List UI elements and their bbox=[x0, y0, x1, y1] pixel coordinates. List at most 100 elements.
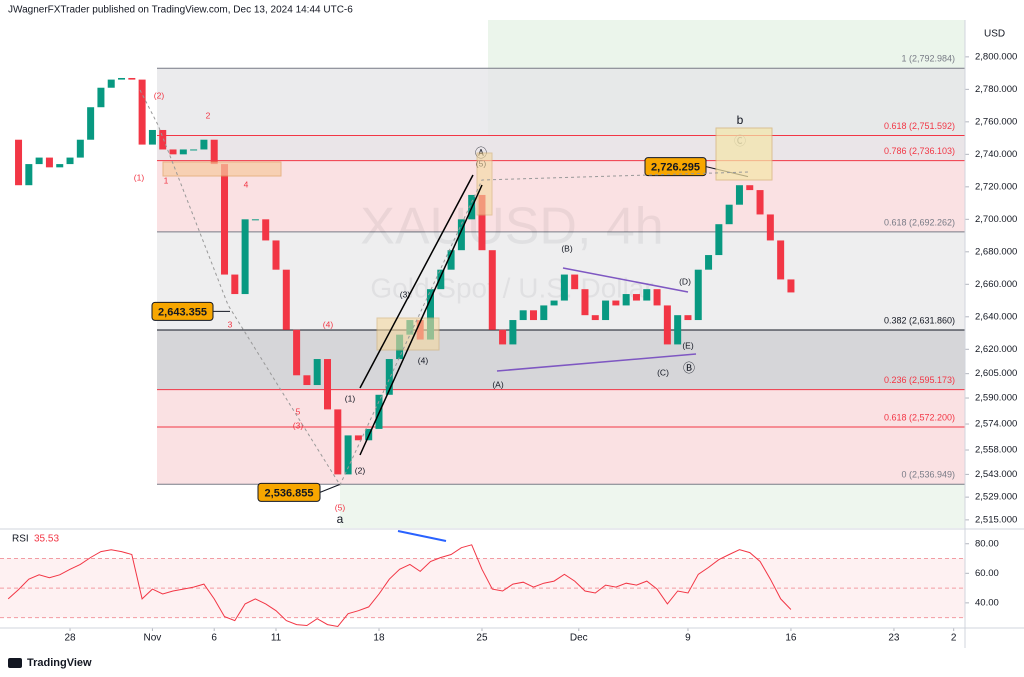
x-tick-label: 9 bbox=[685, 633, 691, 644]
callout-box bbox=[151, 301, 214, 321]
rsi-tick-label: 40.00 bbox=[975, 597, 999, 608]
candle bbox=[97, 87, 105, 108]
x-tick-label: 2 bbox=[951, 633, 957, 644]
candle bbox=[262, 219, 270, 241]
candle bbox=[735, 185, 743, 205]
candle bbox=[190, 149, 198, 151]
x-tick-label: Dec bbox=[570, 633, 588, 644]
candle bbox=[76, 139, 84, 158]
wave-label: (D) bbox=[679, 276, 691, 286]
x-tick-label: 11 bbox=[271, 633, 282, 644]
y-tick-label: 2,529.000 bbox=[975, 492, 1017, 503]
candle bbox=[35, 157, 43, 165]
wave-label: (2) bbox=[355, 465, 366, 475]
fib-label: 0.618 (2,572.200) bbox=[884, 412, 955, 422]
wave-label: (E) bbox=[682, 340, 694, 350]
divergence-line bbox=[397, 530, 447, 542]
candle bbox=[200, 139, 208, 150]
fib-label: 0.618 (2,751.592) bbox=[884, 121, 955, 131]
candle bbox=[766, 214, 774, 241]
wave-label: (1) bbox=[134, 172, 145, 182]
y-tick-label: 2,800.000 bbox=[975, 51, 1017, 62]
y-tick-label: 2,620.000 bbox=[975, 344, 1017, 355]
fib-band bbox=[157, 160, 965, 232]
y-tick-label: 2,605.000 bbox=[975, 368, 1017, 379]
triangle-line bbox=[496, 353, 697, 372]
candle bbox=[324, 359, 332, 410]
candle bbox=[344, 435, 352, 475]
wave-label: (3) bbox=[293, 420, 304, 430]
box bbox=[715, 127, 773, 181]
channel-line bbox=[359, 174, 474, 389]
fib-bands: 1 (2,792.984) 0.618 (2,751.592) 0.786 (2,7… bbox=[157, 0, 965, 528]
fib-label: 0 (2,536.949) bbox=[901, 470, 955, 480]
candle bbox=[169, 149, 177, 155]
candle bbox=[138, 79, 146, 145]
candle bbox=[128, 77, 136, 80]
candle bbox=[231, 274, 239, 295]
candle bbox=[571, 274, 579, 290]
header-bar bbox=[0, 0, 1024, 20]
candle bbox=[478, 194, 486, 251]
candle bbox=[674, 315, 682, 345]
wave-path bbox=[139, 89, 749, 487]
y-tick-label: 2,558.000 bbox=[975, 445, 1017, 456]
wave-label: (5) bbox=[335, 502, 346, 512]
candle bbox=[746, 185, 754, 191]
y-tick-label: 2,680.000 bbox=[975, 246, 1017, 257]
wave-label: (2) bbox=[154, 90, 165, 100]
x-tick-label: 23 bbox=[888, 633, 900, 644]
callout-label: 2,643.355 bbox=[158, 306, 207, 318]
candle bbox=[66, 157, 74, 165]
fib-band bbox=[157, 426, 965, 485]
candle bbox=[602, 300, 610, 321]
candle bbox=[632, 294, 640, 301]
candle bbox=[777, 240, 785, 280]
candle bbox=[581, 289, 589, 316]
wave-label: (B) bbox=[561, 243, 573, 253]
candle bbox=[787, 279, 795, 293]
x-tick-label: 16 bbox=[785, 633, 797, 644]
wave-label: 5 bbox=[296, 406, 301, 416]
wave-label: b bbox=[737, 113, 744, 127]
footer bbox=[0, 648, 1024, 677]
fib-label: 0.382 (2,631.860) bbox=[884, 315, 955, 325]
x-tick-label: 28 bbox=[64, 633, 76, 644]
candle bbox=[87, 107, 95, 140]
candle bbox=[385, 359, 393, 395]
rsi-label: RSI bbox=[12, 534, 29, 545]
candle bbox=[251, 219, 259, 221]
candle bbox=[694, 269, 702, 321]
candle bbox=[591, 315, 599, 321]
rsi-value: 35.53 bbox=[34, 534, 59, 545]
candle bbox=[334, 409, 342, 475]
candle bbox=[447, 250, 455, 270]
candle bbox=[210, 139, 218, 165]
wave-label: 3 bbox=[228, 319, 233, 329]
y-tick-label: 2,660.000 bbox=[975, 279, 1017, 290]
candle bbox=[519, 310, 527, 321]
wave-label: Ⓑ bbox=[683, 361, 695, 375]
candle bbox=[725, 204, 733, 225]
candle bbox=[540, 305, 548, 321]
candle bbox=[550, 300, 558, 306]
logo bbox=[8, 658, 22, 668]
box bbox=[476, 152, 493, 216]
wave-label: (C) bbox=[657, 367, 669, 377]
y-tick-label: 2,760.000 bbox=[975, 116, 1017, 127]
x-tick-label: 18 bbox=[373, 633, 385, 644]
candle bbox=[45, 157, 53, 168]
currency: USD bbox=[984, 29, 1005, 40]
rsi-line bbox=[7, 544, 792, 628]
candle bbox=[179, 149, 187, 155]
publisher: JWagnerFXTrader published on TradingView… bbox=[8, 5, 353, 16]
candle bbox=[159, 129, 167, 150]
y-tick-label: 2,590.000 bbox=[975, 393, 1017, 404]
callout-label: 2,726.295 bbox=[651, 162, 700, 174]
candle bbox=[313, 359, 321, 386]
candle bbox=[529, 310, 537, 321]
fib-band bbox=[157, 68, 965, 161]
x-tick-label: 25 bbox=[476, 633, 488, 644]
fib-label: 1 (2,792.984) bbox=[901, 54, 955, 64]
